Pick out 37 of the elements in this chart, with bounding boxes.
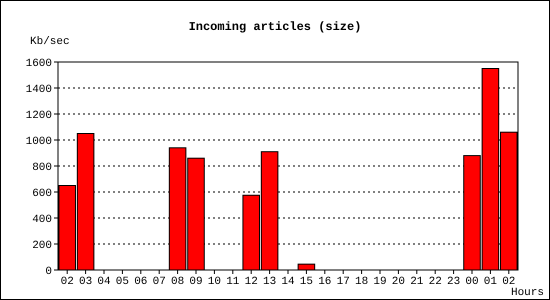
x-tick-label: 04 [97,276,111,288]
x-tick-label: 05 [116,276,129,288]
x-tick-label: 19 [373,276,387,288]
y-axis-title: Kb/sec [30,36,70,48]
x-tick-label: 00 [465,276,479,288]
x-tick-label: 18 [355,276,368,288]
y-tick-label: 1000 [26,136,52,148]
x-tick-label: 15 [300,276,313,288]
x-tick-label: 20 [392,276,405,288]
x-tick-label: 21 [410,276,424,288]
chart-title: Incoming articles (size) [188,20,362,34]
x-tick-label: 02 [502,276,516,288]
x-tick-label: 14 [281,276,295,288]
x-tick-label: 11 [226,276,240,288]
x-tick-label: 06 [134,276,148,288]
x-tick-label: 17 [336,276,350,288]
x-axis-title: Hours [510,287,544,299]
x-tick-label: 23 [447,276,460,288]
y-tick-label: 0 [45,266,52,278]
x-tick-label: 16 [318,276,332,288]
y-tick-label: 600 [32,188,52,200]
y-tick-label: 800 [32,162,52,174]
x-tick-label: 10 [208,276,221,288]
x-tick-label: 08 [171,276,184,288]
x-tick-label: 07 [152,276,166,288]
y-tick-label: 1200 [26,110,52,122]
y-tick-label: 400 [32,214,52,226]
y-tick-label: 1600 [26,58,52,70]
x-tick-label: 03 [79,276,92,288]
x-tick-label: 02 [60,276,74,288]
x-tick-label: 13 [263,276,276,288]
y-tick-label: 200 [32,240,52,252]
x-tick-label: 12 [244,276,258,288]
x-tick-label: 22 [428,276,442,288]
y-tick-label: 1400 [26,84,52,96]
x-tick-label: 09 [189,276,203,288]
x-tick-label: 01 [484,276,498,288]
